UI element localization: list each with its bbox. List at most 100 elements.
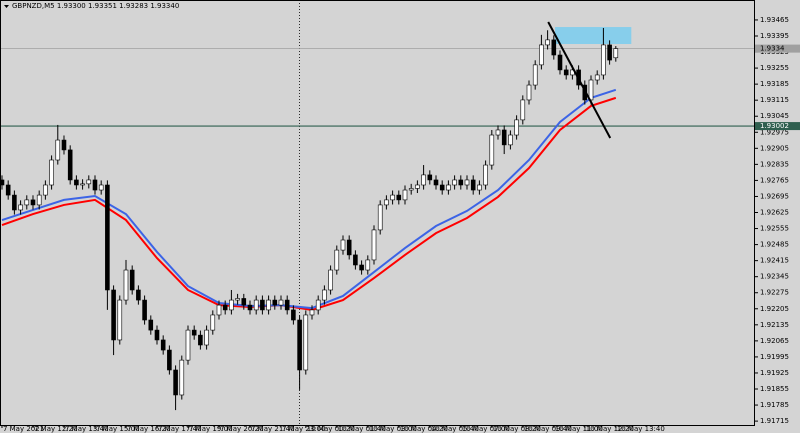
candle-body [532,64,538,86]
x-tick-label: 7 May 17:40 [158,425,202,433]
y-tick-label: 1.93115 [760,96,789,104]
candle-body [520,99,526,121]
y-tick-label: 1.92975 [760,128,789,136]
x-tick-label: 10 May 05:40 [431,425,479,433]
candle-body [179,359,185,396]
x-tick-label: 7 May 19:00 [189,425,233,433]
y-tick-label: 1.92555 [760,225,789,233]
price-label: 1.93002 [760,122,789,130]
candle-body [105,184,110,291]
candle-body [148,319,154,331]
candle-body [229,299,234,311]
candle-body [291,309,296,321]
candle-body [272,299,278,306]
candle-body [334,249,340,271]
candle-body [365,259,371,271]
candle-body [396,194,402,201]
candle-body [508,134,513,146]
candle-body [67,149,73,181]
candle-body [477,184,482,191]
x-tick-label: 7 May 23:00 [282,425,326,433]
candle-body [111,289,116,341]
candle-body [278,299,284,306]
candle-body [191,329,197,336]
price-label-box [755,122,800,131]
candle-body [458,179,464,186]
y-tick-label: 1.93255 [760,64,789,72]
candle-body [167,349,172,371]
candle-body [495,129,501,136]
candle-body [607,44,612,61]
candle-body [594,74,600,81]
candle-body [92,179,98,191]
candle-body [247,304,253,311]
y-tick-label: 1.91715 [760,417,789,425]
candle-body [129,269,135,291]
candle-body [123,269,129,301]
candle-body [371,229,377,261]
candle-body [173,369,178,396]
x-tick-label: 7 May 13:40 [65,425,109,433]
candle-body [55,139,61,161]
candle-body [222,304,228,311]
candle-body [545,39,550,46]
candle-body [402,189,408,201]
candle-body [433,179,439,186]
candle-body [30,199,36,206]
candle-body [427,174,433,181]
x-tick-label: 7 May 21:40 [251,425,295,433]
candle-body [253,299,259,311]
y-tick-label: 1.92625 [760,209,789,217]
y-tick-label: 1.92205 [760,305,789,313]
candle-body [74,179,79,186]
candle-body [266,299,271,311]
candle-body [86,179,92,185]
candle-body [415,184,420,189]
x-tick-label: 10 May 11:00 [555,425,603,433]
candle-body [315,299,321,311]
candle-body [18,204,23,211]
x-tick-label: 7 May 16:20 [127,425,171,433]
price-label: 1.9334 [760,45,785,53]
candle-body [235,298,240,301]
price-zone [555,27,632,45]
menu-icon[interactable] [4,5,9,8]
candle-body [154,329,160,341]
x-tick-label: 7 May 12:20 [34,425,78,433]
candle-body [514,119,519,136]
chart-title: GBPNZD,M5 1.93300 1.93351 1.93283 1.9334… [12,2,179,10]
y-tick-label: 1.92135 [760,321,789,329]
candle-body [340,239,346,251]
candle-body [359,264,364,271]
candle-body [61,139,67,151]
candle-body [185,329,191,361]
x-tick-label: 7 May 15:00 [96,425,140,433]
candle-body [198,334,203,346]
y-tick-label: 1.92485 [760,241,789,249]
y-tick-label: 1.93465 [760,16,789,24]
candle-body [390,194,395,201]
candle-body [563,69,569,76]
candle-body [260,299,265,311]
y-tick-label: 1.91925 [760,369,789,377]
candle-body [322,289,327,301]
candle-body [346,239,352,256]
candle-body [588,79,594,101]
candle-body [216,304,222,316]
x-tick-label: 10 May 00:20 [307,425,355,433]
candle-body [142,299,147,321]
y-tick-label: 1.93185 [760,80,789,88]
price-label-box [755,44,800,53]
candle-body [452,179,457,186]
x-tick-label: 10 May 03:00 [369,425,417,433]
candle-body [539,44,544,66]
x-tick-label: 10 May 01:40 [338,425,386,433]
candle-body [526,84,532,101]
x-tick-label: 10 May 07:00 [462,425,510,433]
x-tick-label: 7 May 20:20 [220,425,264,433]
candle-body [384,199,389,206]
candle-body [483,164,488,186]
